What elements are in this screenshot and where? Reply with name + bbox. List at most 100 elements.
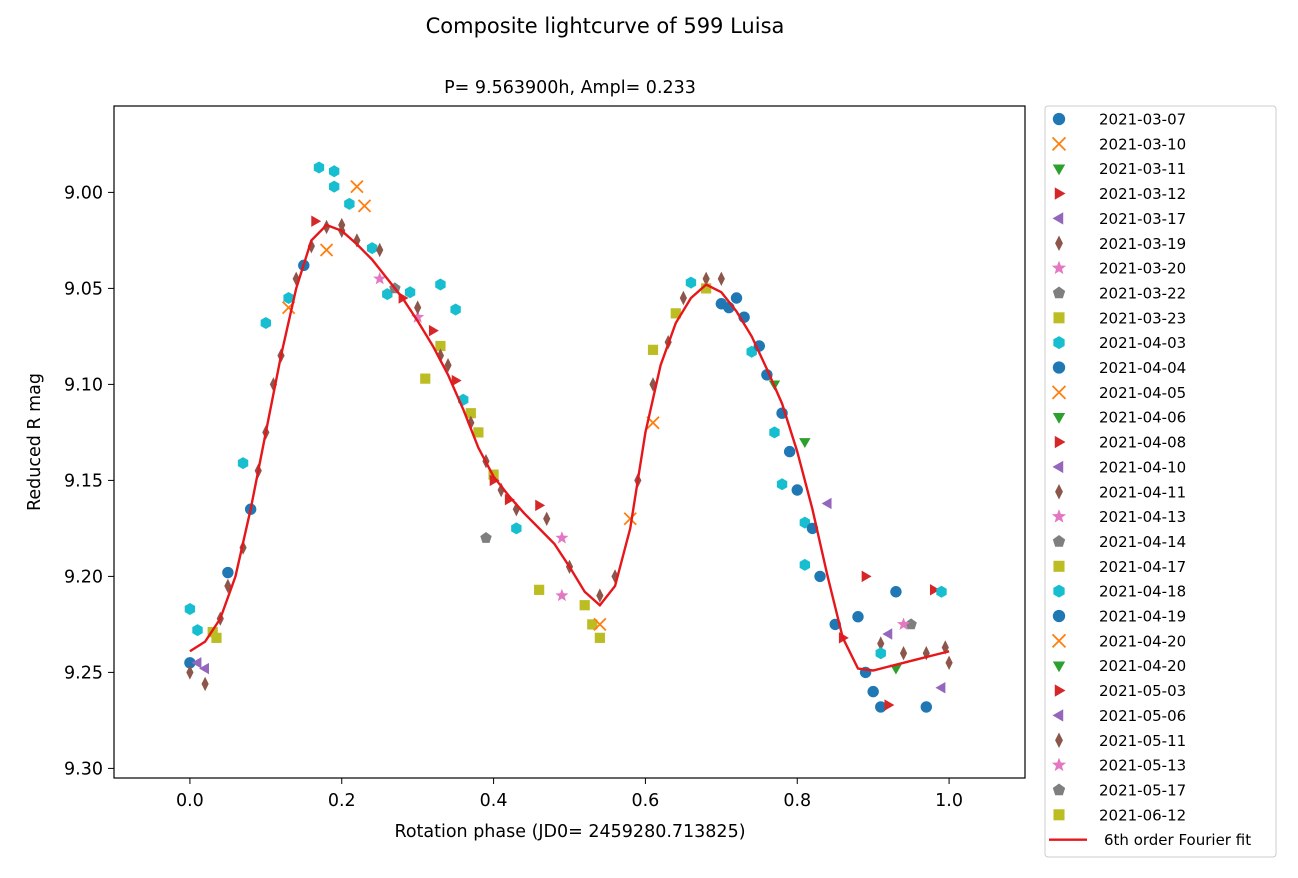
data-point <box>237 457 249 470</box>
legend-label: 2021-04-20 <box>1099 632 1186 650</box>
data-point <box>783 445 796 458</box>
legend-label: 2021-04-11 <box>1099 483 1186 501</box>
data-point <box>382 288 393 301</box>
legend-marker <box>1052 412 1066 424</box>
legend-label: 2021-04-05 <box>1099 384 1186 402</box>
data-point <box>307 238 315 254</box>
data-point <box>799 438 811 448</box>
data-point <box>877 636 885 651</box>
data-point <box>222 566 234 579</box>
data-point <box>480 532 492 543</box>
x-tick-label: 0.8 <box>783 791 811 811</box>
data-point <box>611 569 619 584</box>
data-point <box>313 161 325 174</box>
data-point <box>328 165 340 178</box>
legend-label: 2021-03-20 <box>1099 260 1186 278</box>
data-point <box>884 699 895 711</box>
data-point <box>821 497 832 510</box>
data-point <box>311 215 322 227</box>
y-tick-label: 9.20 <box>64 567 103 587</box>
data-point <box>935 682 946 694</box>
data-point <box>890 586 902 598</box>
data-point <box>945 655 953 670</box>
legend-marker <box>1052 609 1066 623</box>
x-tick-label: 0.6 <box>631 791 659 811</box>
data-point <box>473 427 484 438</box>
data-point <box>623 512 637 526</box>
data-point <box>587 619 598 630</box>
data-point <box>814 570 826 583</box>
legend-marker <box>1052 164 1066 176</box>
legend-label: 2021-04-10 <box>1099 458 1186 476</box>
y-tick-label: 9.25 <box>64 663 103 683</box>
data-point <box>596 588 604 603</box>
data-point <box>670 308 681 319</box>
legend-label: 2021-03-17 <box>1099 210 1186 228</box>
data-point <box>283 292 294 304</box>
data-point <box>875 701 887 713</box>
y-tick-label: 9.05 <box>64 279 103 299</box>
legend-label: 2021-04-08 <box>1099 434 1186 452</box>
legend-marker <box>1051 633 1067 648</box>
data-point <box>882 628 893 640</box>
legend-marker <box>1051 260 1067 275</box>
data-point <box>465 408 476 419</box>
data-point <box>186 665 194 680</box>
data-point <box>799 558 811 571</box>
x-tick-label: 1.0 <box>935 791 963 811</box>
legend-marker <box>1054 684 1066 697</box>
data-point <box>497 482 505 498</box>
data-point <box>450 303 461 316</box>
legend-marker <box>1052 212 1064 225</box>
data-point <box>269 377 278 392</box>
data-point <box>260 316 272 329</box>
legend-marker <box>1052 783 1066 796</box>
data-point <box>555 531 569 544</box>
legend-label: 2021-04-18 <box>1099 583 1186 601</box>
data-point <box>489 474 500 487</box>
data-point <box>435 340 446 352</box>
data-point <box>702 271 710 286</box>
data-point <box>594 632 605 643</box>
legend-marker <box>1052 286 1066 299</box>
legend-label: 2021-04-20 <box>1099 657 1186 675</box>
legend: 2021-03-07 2021-03-10 2021-03-11 2021-03-12… <box>1044 105 1277 858</box>
legend-marker <box>1052 112 1066 126</box>
data-point <box>404 286 416 299</box>
legend-label: 2021-03-22 <box>1099 284 1186 302</box>
legend-label: 2021-04-14 <box>1099 533 1186 551</box>
data-point <box>535 499 546 512</box>
legend-marker <box>1055 483 1063 500</box>
data-point <box>211 632 222 643</box>
data-point <box>444 358 452 373</box>
plot-frame <box>113 105 1026 779</box>
data-point <box>905 618 917 630</box>
x-tick-label: 0.4 <box>480 791 508 811</box>
y-tick-label: 9.10 <box>64 375 103 395</box>
data-point <box>511 522 522 535</box>
data-point <box>319 243 334 257</box>
legend-label: 2021-03-19 <box>1099 235 1186 253</box>
data-point <box>717 271 725 286</box>
legend-label: 2021-06-12 <box>1099 806 1186 824</box>
data-point <box>184 657 196 669</box>
data-point <box>593 617 607 632</box>
legend-marker <box>1051 757 1067 772</box>
data-point <box>791 484 803 496</box>
data-point <box>579 600 590 611</box>
data-point <box>201 676 209 692</box>
y-tick-label: 9.00 <box>64 183 103 203</box>
data-point <box>414 300 422 315</box>
data-point <box>867 685 879 698</box>
y-tick-label: 9.30 <box>64 759 103 779</box>
legend-label: 2021-04-06 <box>1099 409 1186 427</box>
data-point <box>701 283 712 294</box>
data-point <box>890 664 902 675</box>
data-point <box>746 345 757 358</box>
legend-marker <box>1051 385 1067 400</box>
legend-label: 2021-05-13 <box>1099 757 1186 775</box>
data-point <box>373 271 387 285</box>
legend-marker <box>1055 235 1063 252</box>
legend-label: 2021-03-11 <box>1099 160 1186 178</box>
